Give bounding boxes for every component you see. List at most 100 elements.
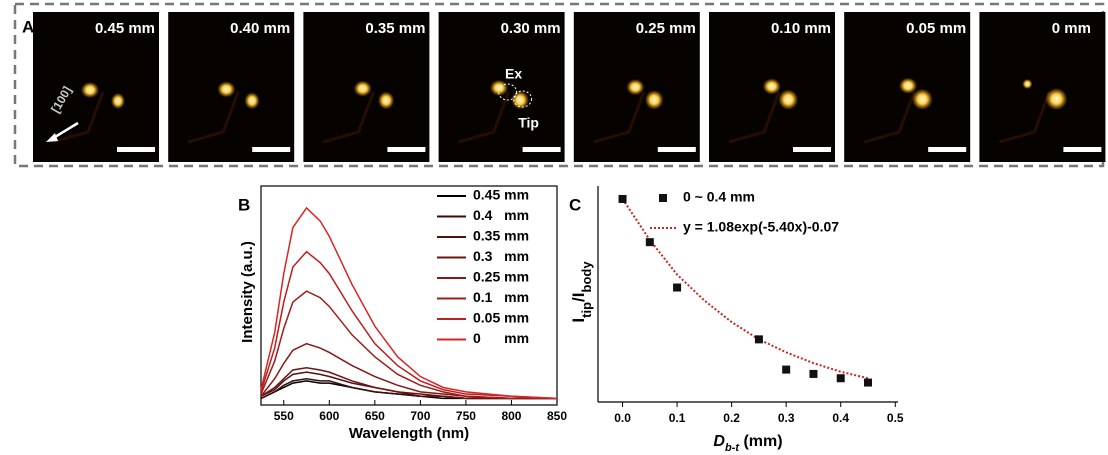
x-tick-label: 0.1 (669, 411, 686, 425)
distance-label: 0.25 mm (636, 20, 696, 37)
spectrum-line (260, 342, 557, 400)
data-point (809, 369, 818, 378)
distance-label: 0.35 mm (365, 20, 425, 37)
data-point (782, 365, 791, 374)
emission-spot (244, 92, 260, 110)
legend-label: 0.45 mm (473, 187, 529, 203)
y-axis-label: Itip/Ibody (569, 261, 593, 323)
data-point (864, 378, 872, 387)
x-label-part: D (713, 433, 725, 450)
spectrum-line (260, 367, 557, 400)
scale-bar (928, 147, 967, 152)
x-label-part: (mm) (739, 433, 783, 450)
excitation-circle (498, 83, 518, 101)
scale-bar (1063, 147, 1102, 152)
y-axis-label: Intensity (a.u.) (239, 241, 256, 343)
emission-spot (644, 90, 664, 110)
spectrum-line (260, 371, 557, 400)
x-axis-label: Db-t (mm) (713, 433, 782, 454)
legend-label: 0 mm (473, 330, 529, 346)
x-tick-label: 600 (319, 409, 339, 423)
scale-bar (522, 147, 561, 152)
wire-glow (593, 91, 646, 144)
y-label-part: /I (569, 292, 588, 301)
distance-label: 0.10 mm (771, 20, 831, 37)
legend-label: y = 1.08exp(-5.40x)-0.07 (683, 219, 839, 235)
wire-glow (52, 91, 105, 144)
x-tick-label: 550 (274, 409, 294, 423)
spectrum-line (260, 290, 557, 400)
plot-frame (260, 185, 558, 406)
legend-label: 0.35 mm (473, 228, 529, 244)
distance-label: 0.05 mm (906, 20, 966, 37)
wire-glow (998, 91, 1051, 144)
tip-label: Tip (518, 115, 539, 131)
emission-spot (762, 78, 781, 95)
spectrum-line (260, 250, 558, 400)
x-tick-label: 0.0 (614, 411, 631, 425)
emission-spot (353, 80, 372, 97)
x-tick-label: 700 (410, 409, 430, 423)
emission-spot (778, 89, 799, 110)
distance-label: 0.30 mm (501, 20, 561, 37)
panel-label: B (238, 195, 250, 214)
scale-bar (252, 147, 291, 152)
emission-spot (899, 77, 918, 94)
x-tick-label: 650 (365, 409, 385, 423)
scale-bar (793, 147, 831, 152)
x-tick-label: 800 (501, 409, 521, 423)
data-point (836, 374, 845, 383)
data-point (673, 283, 682, 292)
x-tick-label: 0.3 (778, 411, 795, 425)
wire-glow (458, 91, 511, 144)
legend-label: 0.05 mm (473, 310, 529, 326)
legend-marker (659, 194, 667, 202)
micrograph (979, 12, 1106, 162)
x-tick-label: 850 (547, 409, 567, 423)
legend-label: 0.4 mm (473, 207, 529, 223)
legend-label: 0.25 mm (473, 269, 529, 285)
direction-arrowhead (46, 133, 58, 142)
legend-label: 0.1 mm (473, 289, 529, 305)
emission-spot (111, 93, 125, 109)
data-point (754, 335, 763, 344)
emission-spot (217, 81, 236, 98)
data-point (645, 238, 654, 247)
scale-bar (387, 147, 426, 152)
emission-spot (1045, 88, 1068, 110)
y-label-part: tip (579, 302, 594, 318)
scale-bar (657, 147, 696, 152)
spectrum-line (260, 206, 558, 400)
fit-line (621, 198, 869, 380)
x-tick-label: 0.2 (723, 411, 740, 425)
emission-spot (81, 82, 99, 98)
panel-a-frame (13, 2, 1105, 168)
panel-label: C (569, 195, 581, 214)
distance-label: 0.40 mm (230, 20, 290, 37)
y-label-part: I (569, 318, 588, 323)
y-label-part: body (579, 261, 594, 293)
emission-spot (1022, 79, 1033, 89)
tip-circle (513, 90, 533, 108)
wire-glow (187, 91, 240, 144)
wire-glow (728, 91, 781, 144)
panel-label: A (22, 17, 34, 36)
distance-label: 0.45 mm (95, 20, 155, 37)
excitation-label: Ex (505, 66, 522, 82)
legend-label: 0 ~ 0.4 mm (683, 189, 755, 205)
x-axis-label: Wavelength (nm) (349, 425, 469, 442)
x-tick-label: 750 (456, 409, 476, 423)
emission-spot (626, 79, 645, 96)
wire-glow (863, 91, 916, 144)
emission-spot (490, 79, 509, 96)
x-tick-label: 0.5 (887, 411, 904, 425)
emission-spot (377, 91, 395, 110)
x-tick-label: 0.4 (832, 411, 849, 425)
legend-label: 0.3 mm (473, 248, 529, 264)
data-point (618, 194, 627, 203)
emission-spot (911, 88, 933, 110)
wire-glow (322, 91, 375, 144)
scale-bar (117, 147, 155, 152)
x-label-part: b-t (725, 442, 740, 454)
